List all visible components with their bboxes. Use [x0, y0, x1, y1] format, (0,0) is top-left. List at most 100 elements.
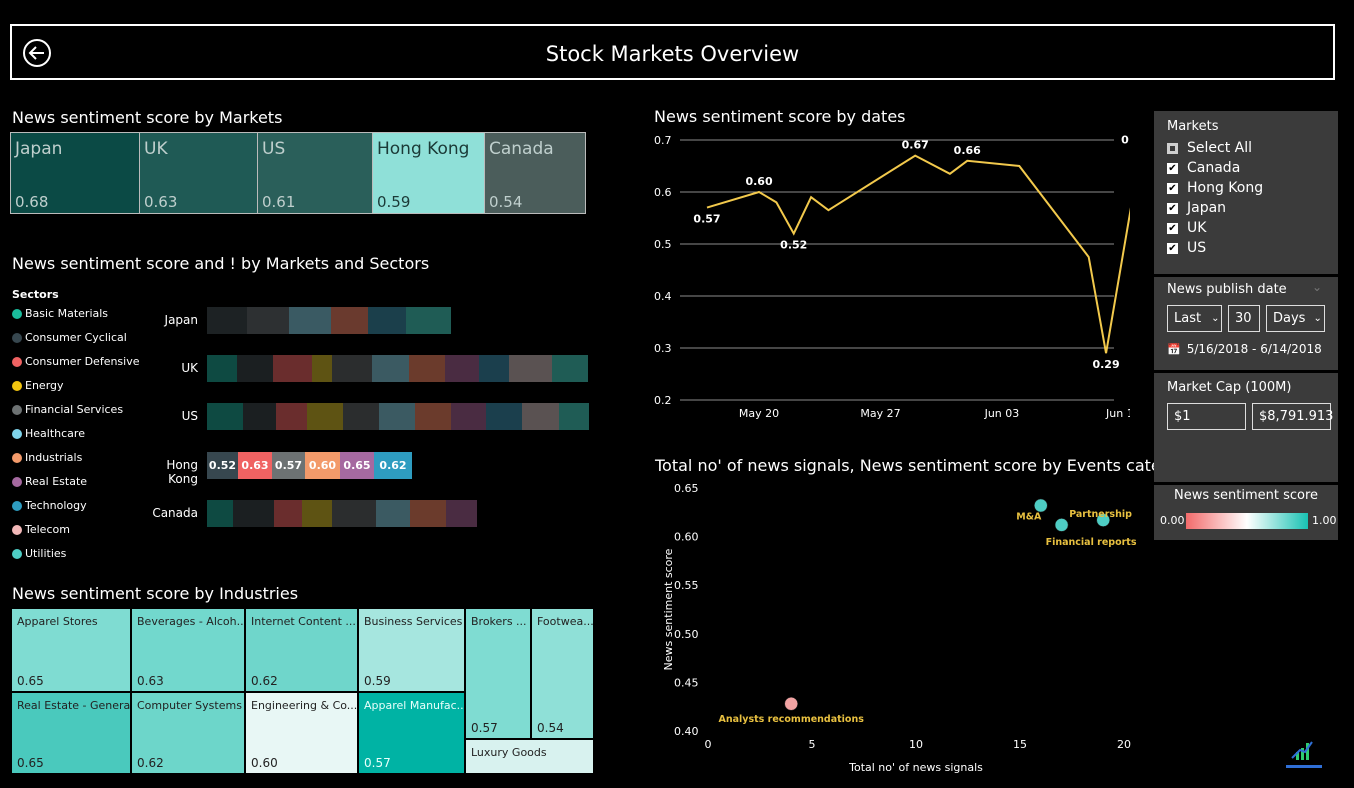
industry-tile[interactable]: Business Services 0.59	[358, 608, 465, 692]
industry-tile[interactable]: Engineering & Co... 0.60	[245, 692, 358, 774]
industry-tile[interactable]: Brokers ... 0.57	[465, 608, 531, 739]
sector-segment[interactable]	[233, 500, 274, 527]
sector-segment[interactable]	[406, 307, 451, 334]
sector-segment[interactable]	[368, 307, 406, 334]
sector-segment[interactable]	[509, 355, 552, 382]
legend-item[interactable]: Energy	[12, 379, 64, 392]
back-arrow-icon[interactable]	[22, 38, 52, 68]
market-checkbox[interactable]: Select All	[1167, 140, 1252, 156]
sector-segment[interactable]	[486, 403, 522, 430]
industry-tile[interactable]: Footwea... 0.54	[531, 608, 594, 739]
sector-segment[interactable]	[302, 500, 332, 527]
sector-segment[interactable]	[522, 403, 559, 430]
sector-segment[interactable]	[343, 403, 379, 430]
sector-segment[interactable]	[207, 355, 237, 382]
sector-segment[interactable]	[379, 403, 415, 430]
market-checkbox[interactable]: ✔ Hong Kong	[1167, 180, 1263, 196]
legend-item[interactable]: Healthcare	[12, 427, 85, 440]
chevron-down-icon[interactable]: ⌄	[1312, 280, 1323, 294]
date-unit-select[interactable]: Days ⌄	[1266, 305, 1325, 332]
sector-segment[interactable]: 0.57	[272, 452, 305, 479]
sector-segment[interactable]	[332, 355, 372, 382]
scatter-point[interactable]	[1054, 518, 1069, 532]
sector-segment[interactable]	[376, 500, 410, 527]
data-label: 0.67	[902, 139, 929, 152]
sector-segment[interactable]	[207, 403, 243, 430]
sector-segment[interactable]	[446, 500, 477, 527]
y-tick-label: 0.60	[674, 531, 699, 544]
data-label: 0.57	[693, 213, 720, 226]
industry-name: Internet Content ...	[251, 615, 356, 628]
legend-item[interactable]: Real Estate	[12, 475, 87, 488]
sector-segment[interactable]: 0.62	[374, 452, 412, 479]
legend-item[interactable]: Telecom	[12, 523, 70, 536]
scatter-point[interactable]	[784, 697, 798, 711]
industry-tile[interactable]: Computer Systems 0.62	[131, 692, 245, 774]
market-tile[interactable]: UK 0.63	[139, 132, 258, 214]
sector-segment[interactable]	[410, 500, 446, 527]
date-count-input[interactable]: 30	[1228, 305, 1260, 332]
date-mode-select[interactable]: Last ⌄	[1167, 305, 1222, 332]
market-cap-max-input[interactable]: $8,791.913	[1252, 403, 1333, 430]
sector-segment[interactable]: 0.60	[305, 452, 340, 479]
legend-item[interactable]: Basic Materials	[12, 307, 108, 320]
legend-dot	[12, 308, 22, 319]
market-checkbox[interactable]: ✔ US	[1167, 240, 1206, 256]
sector-segment[interactable]	[276, 403, 307, 430]
markets-slicer	[1154, 111, 1338, 274]
sector-segment[interactable]	[289, 307, 331, 334]
sector-segment[interactable]	[332, 500, 376, 527]
industry-tile[interactable]: Internet Content ... 0.62	[245, 608, 358, 692]
calendar-icon[interactable]: 📅	[1167, 342, 1181, 356]
x-tick-label: 0	[705, 738, 712, 751]
sector-segment[interactable]: 0.52	[207, 452, 238, 479]
checkmark-icon: ✔	[1167, 242, 1178, 254]
market-tile[interactable]: Japan 0.68	[10, 132, 140, 214]
legend-item[interactable]: Consumer Cyclical	[12, 331, 127, 344]
sector-segment[interactable]	[559, 403, 589, 430]
sector-segment[interactable]	[372, 355, 409, 382]
legend-item[interactable]: Technology	[12, 499, 87, 512]
sector-segment[interactable]	[207, 307, 247, 334]
market-checkbox[interactable]: ✔ Japan	[1167, 200, 1226, 216]
industry-tile[interactable]: Real Estate - General 0.65	[11, 692, 131, 774]
sector-segment[interactable]	[237, 355, 273, 382]
legend-item[interactable]: Financial Services	[12, 403, 123, 416]
industry-tile[interactable]: Apparel Stores 0.65	[11, 608, 131, 692]
sector-segment[interactable]: 0.65	[340, 452, 374, 479]
sector-segment[interactable]	[451, 403, 486, 430]
firsttoinvest-logo	[1286, 741, 1322, 768]
sector-segment[interactable]	[307, 403, 343, 430]
legend-item[interactable]: Utilities	[12, 547, 66, 560]
sector-segment[interactable]	[409, 355, 445, 382]
market-cap-min-input[interactable]: $1	[1167, 403, 1246, 430]
sector-segment[interactable]: 0.63	[238, 452, 272, 479]
legend-item[interactable]: Consumer Defensive	[12, 355, 140, 368]
market-cap-title: Market Cap (100M)	[1167, 380, 1292, 395]
market-checkbox[interactable]: ✔ UK	[1167, 220, 1206, 236]
sector-segment[interactable]	[243, 403, 276, 430]
sector-segment[interactable]	[552, 355, 588, 382]
sector-segment[interactable]	[273, 355, 312, 382]
sector-segment[interactable]	[331, 307, 368, 334]
industry-tile[interactable]: Beverages - Alcoh... 0.63	[131, 608, 245, 692]
sector-segment[interactable]	[479, 355, 509, 382]
sector-segment[interactable]	[445, 355, 479, 382]
scatter-point[interactable]	[1034, 498, 1048, 513]
sector-segment[interactable]	[274, 500, 302, 527]
sector-segment[interactable]	[415, 403, 451, 430]
sector-segment[interactable]	[207, 500, 233, 527]
market-checkbox[interactable]: ✔ Canada	[1167, 160, 1240, 176]
legend-label: Real Estate	[25, 475, 88, 488]
sentiment-line[interactable]	[706, 150, 1130, 354]
scatter-point[interactable]	[1096, 513, 1110, 527]
market-tile[interactable]: Canada 0.54	[484, 132, 586, 214]
industry-tile[interactable]: Apparel Manufac... 0.57	[358, 692, 465, 774]
industry-tile[interactable]: Luxury Goods	[465, 739, 594, 774]
sector-segment[interactable]	[247, 307, 289, 334]
market-tile[interactable]: US 0.61	[257, 132, 373, 214]
date-range-text: 5/16/2018 - 6/14/2018	[1186, 342, 1322, 356]
sector-segment[interactable]	[312, 355, 332, 382]
market-tile[interactable]: Hong Kong 0.59	[372, 132, 485, 214]
legend-item[interactable]: Industrials	[12, 451, 82, 464]
